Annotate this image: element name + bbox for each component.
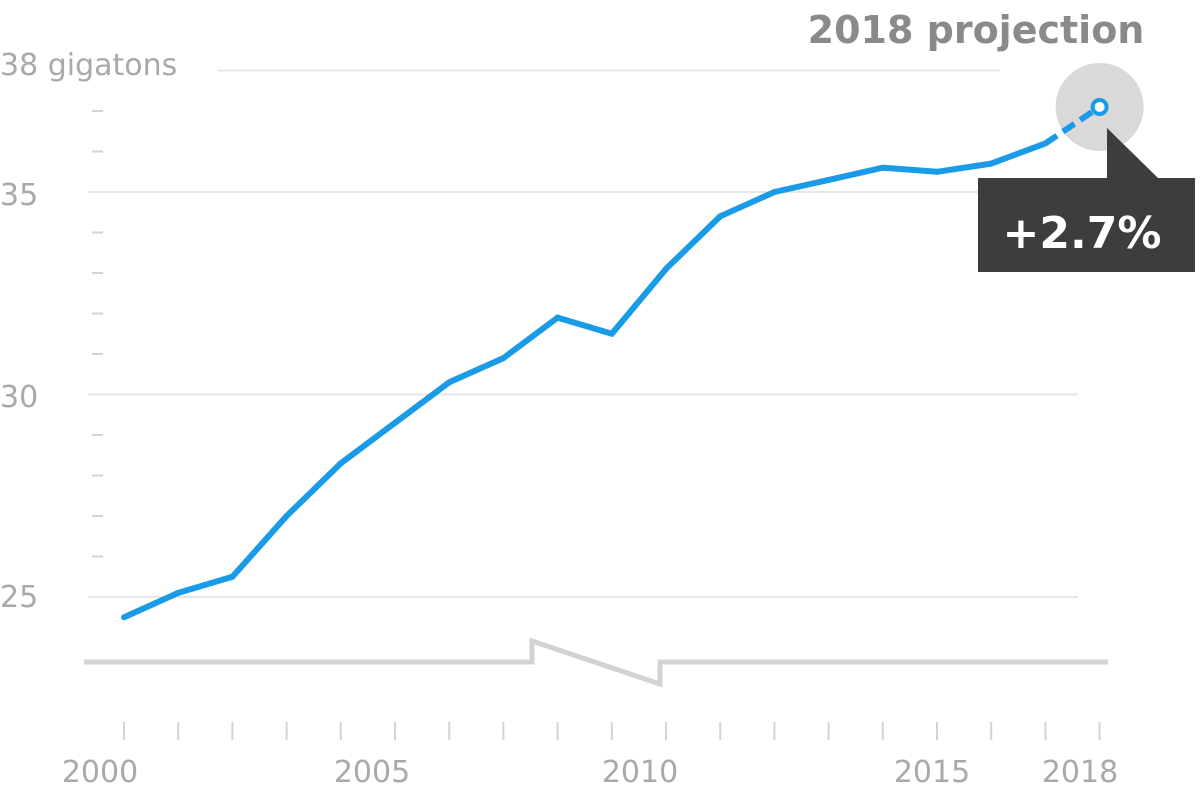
data-point-2001: [175, 589, 182, 596]
data-point-2008: [554, 314, 561, 321]
tick-labels: 38 gigatons 35 30 25 2000 2005 2010 2015…: [0, 48, 1118, 790]
data-point-2013: [825, 176, 832, 183]
data-point-2006: [446, 379, 453, 386]
series: [121, 62, 1144, 621]
x-axis-break: [84, 637, 1108, 688]
x-tick-label-2010: 2010: [602, 755, 678, 790]
projection-annotation: +2.7% 2018 projection: [808, 8, 1195, 272]
x-tick-label-2015: 2015: [894, 755, 970, 790]
y-minor-ticks: [92, 110, 103, 558]
y-tick-label-35: 35: [0, 178, 38, 213]
y-tick-label-25: 25: [0, 580, 38, 615]
projection-line: [1043, 104, 1102, 146]
projection-point-2018: [1090, 97, 1109, 116]
data-point-2011: [717, 213, 724, 220]
data-point-2014: [879, 164, 886, 171]
data-point-2007: [500, 355, 507, 362]
x-ticks: [123, 722, 1101, 740]
data-point-2012: [771, 189, 778, 195]
data-point-2009: [608, 330, 615, 337]
data-point-2010: [663, 265, 669, 272]
data-point-2015: [934, 168, 940, 175]
data-point-2016: [988, 160, 995, 167]
projection-title: 2018 projection: [808, 8, 1145, 52]
x-tick-label-2005: 2005: [334, 755, 410, 790]
y-tick-label-38: 38 gigatons: [0, 48, 177, 83]
x-tick-label-2000: 2000: [62, 755, 138, 790]
data-point-2005: [392, 419, 398, 426]
change-callout: [978, 128, 1195, 272]
gridlines: [88, 69, 1078, 598]
y-tick-label-30: 30: [0, 380, 38, 415]
data-point-2004: [337, 460, 344, 467]
emissions-line: [122, 140, 1047, 621]
data-point-2000: [121, 614, 127, 621]
change-label: +2.7%: [1003, 208, 1162, 259]
data-point-2002: [229, 573, 236, 580]
x-tick-label-2018: 2018: [1042, 755, 1118, 790]
data-point-2003: [283, 513, 290, 519]
x-axis-line: [84, 637, 1108, 688]
